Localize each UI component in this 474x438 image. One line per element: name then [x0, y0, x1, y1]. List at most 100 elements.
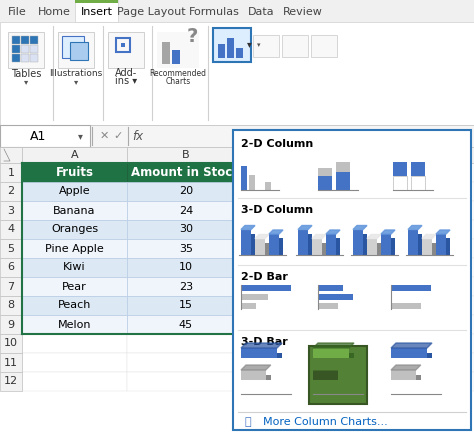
Bar — [127, 201, 245, 220]
Text: B: B — [182, 150, 190, 160]
Bar — [70, 42, 88, 60]
Bar — [22, 296, 127, 315]
Polygon shape — [298, 226, 312, 230]
Text: 3: 3 — [8, 205, 15, 215]
Bar — [241, 230, 251, 255]
Text: 4: 4 — [8, 225, 15, 234]
Text: Charts: Charts — [165, 78, 191, 86]
Bar — [245, 147, 474, 163]
Polygon shape — [269, 230, 283, 234]
Bar — [241, 294, 268, 300]
Bar — [127, 296, 245, 315]
Text: ✓: ✓ — [113, 131, 123, 141]
Text: fx: fx — [132, 130, 144, 142]
Bar — [30, 45, 38, 53]
Bar — [411, 176, 425, 190]
Text: Tables: Tables — [11, 69, 41, 79]
Bar — [241, 303, 256, 309]
Bar — [313, 370, 338, 380]
Bar — [367, 239, 377, 255]
Bar — [446, 238, 450, 255]
Polygon shape — [313, 365, 343, 370]
Bar — [22, 277, 127, 296]
Bar — [427, 353, 432, 358]
Bar — [336, 238, 340, 255]
Bar — [391, 348, 427, 358]
Bar — [245, 258, 474, 277]
Bar — [0, 147, 474, 438]
Bar — [249, 175, 255, 190]
Text: Home: Home — [38, 7, 71, 17]
Bar — [22, 315, 127, 334]
Bar — [22, 147, 127, 163]
Text: ▾: ▾ — [74, 78, 78, 86]
Text: Recommended: Recommended — [149, 70, 207, 78]
Bar — [0, 277, 22, 296]
Bar — [21, 45, 29, 53]
Bar — [282, 35, 308, 57]
Bar — [318, 294, 353, 300]
Bar — [0, 315, 22, 334]
Text: 45: 45 — [179, 319, 193, 329]
Text: Amount in Stock: Amount in Stock — [131, 166, 240, 179]
Text: 5: 5 — [8, 244, 15, 254]
Polygon shape — [422, 234, 436, 239]
Bar — [121, 43, 125, 47]
Bar — [62, 36, 84, 58]
Bar — [311, 35, 337, 57]
Bar — [257, 172, 263, 190]
Bar — [127, 277, 245, 296]
Polygon shape — [391, 343, 432, 348]
Bar — [393, 162, 407, 176]
Text: ▾: ▾ — [78, 131, 82, 141]
Bar — [326, 234, 336, 255]
Text: Oranges: Oranges — [51, 225, 98, 234]
Bar — [377, 243, 381, 255]
Bar — [0, 22, 474, 125]
Polygon shape — [326, 230, 340, 234]
Text: 6: 6 — [8, 262, 15, 272]
Bar — [75, 0, 118, 22]
Text: ▾: ▾ — [246, 39, 251, 49]
Polygon shape — [241, 365, 271, 370]
Text: 23: 23 — [179, 282, 193, 292]
Bar — [0, 163, 22, 182]
Bar — [213, 28, 251, 62]
Text: 20: 20 — [179, 187, 193, 197]
Bar — [30, 54, 38, 62]
Bar — [277, 353, 282, 358]
Bar — [116, 38, 130, 52]
Bar — [391, 294, 416, 300]
Bar — [58, 32, 94, 68]
Text: Melon: Melon — [58, 319, 91, 329]
Bar — [22, 353, 127, 372]
Bar — [12, 36, 20, 44]
Text: Insert: Insert — [81, 7, 112, 17]
Bar — [218, 44, 225, 58]
Bar — [391, 238, 395, 255]
Bar — [0, 239, 22, 258]
Bar — [391, 370, 416, 380]
Bar — [108, 32, 144, 68]
Bar — [245, 182, 474, 201]
Bar — [172, 50, 180, 64]
Bar — [411, 162, 425, 176]
Bar — [353, 230, 363, 255]
Bar — [336, 162, 350, 172]
Bar — [418, 233, 422, 255]
Bar — [313, 348, 349, 358]
Bar — [227, 38, 234, 58]
Bar — [298, 230, 308, 255]
Bar — [308, 233, 312, 255]
Bar — [245, 334, 474, 353]
Bar — [22, 163, 127, 182]
Text: Review: Review — [283, 7, 323, 17]
Polygon shape — [391, 365, 421, 370]
Bar — [279, 238, 283, 255]
Bar — [127, 258, 245, 277]
Bar — [75, 0, 118, 3]
Text: Banana: Banana — [53, 205, 96, 215]
Polygon shape — [241, 343, 282, 348]
Text: 15: 15 — [179, 300, 193, 311]
Bar — [393, 176, 407, 190]
